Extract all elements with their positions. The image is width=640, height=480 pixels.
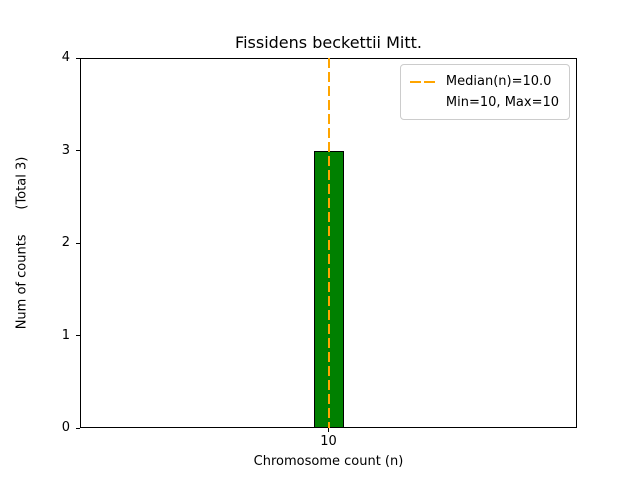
y-tick-label: 4 [61,50,70,65]
legend-marker-spacer [410,102,437,104]
legend: Median(n)=10.0 Min=10, Max=10 [399,64,570,120]
y-tick-mark [76,335,80,336]
y-tick-mark [76,242,80,244]
y-tick-mark [76,150,80,151]
y-tick-label: 0 [61,420,70,435]
y-tick-label: 2 [61,235,70,250]
median-dashed-line-legend-marker [409,80,437,83]
x-tick-mark [328,428,329,432]
y-axis-label: Num of counts (Total 3) [14,156,30,330]
median-line [327,58,330,428]
y-tick-mark [76,57,80,59]
y-tick-label: 1 [61,327,70,343]
legend-item-minmax: Min=10, Max=10 [410,92,559,113]
y-tick-label: 3 [61,142,70,158]
chart-title: Fissidens beckettii Mitt. [235,33,422,52]
x-tick-label: 10 [320,434,337,449]
legend-label-median: Median(n)=10.0 [445,74,552,89]
legend-label-minmax: Min=10, Max=10 [445,95,559,110]
legend-item-median: Median(n)=10.0 [409,71,559,92]
y-tick-mark [76,427,80,429]
x-axis-label: Chromosome count (n) [253,454,404,469]
